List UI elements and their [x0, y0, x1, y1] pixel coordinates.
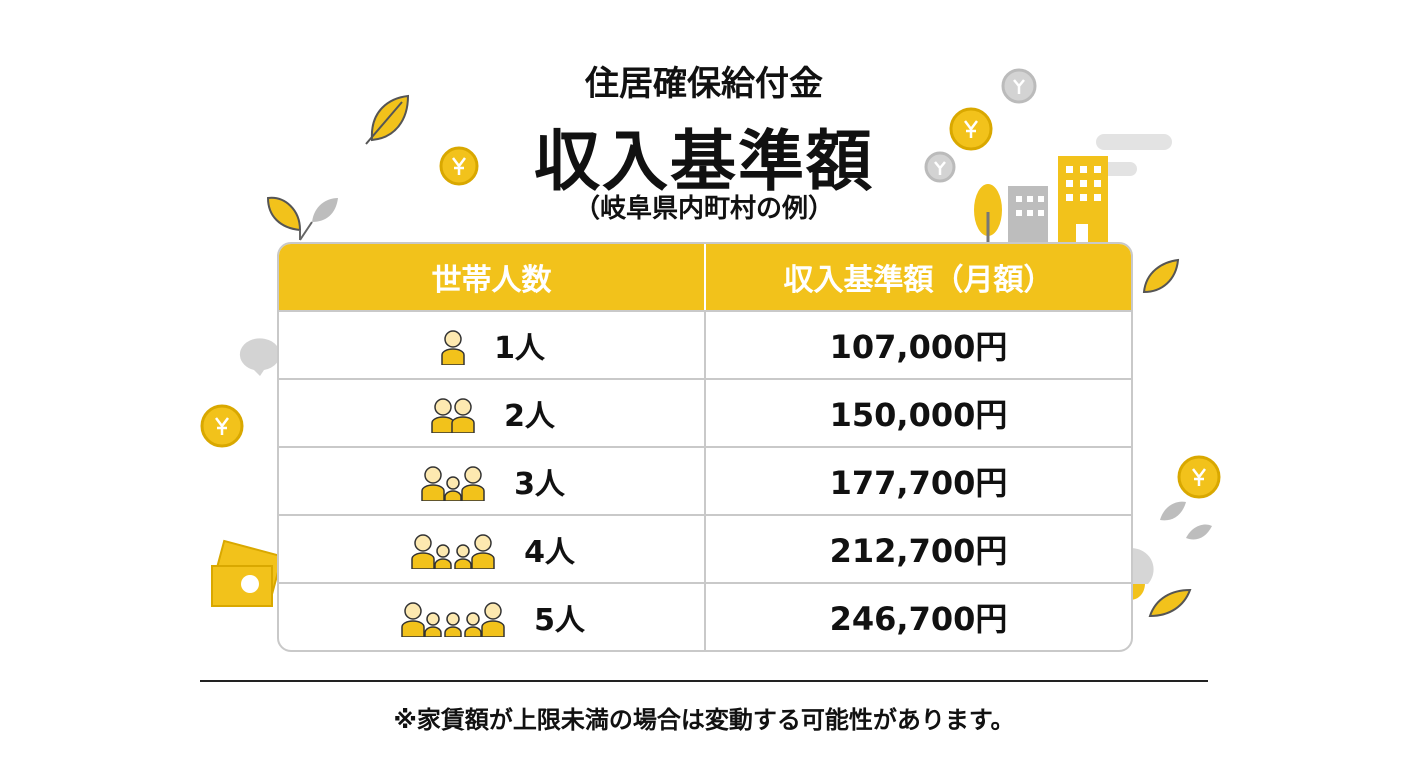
income-amount: 150,000円	[704, 380, 1131, 446]
subtitle: （岐阜県内町村の例）	[573, 194, 834, 224]
household: 5人	[398, 595, 585, 639]
buildings	[974, 134, 1172, 242]
table-row: 1人 107,000円	[279, 310, 1131, 378]
household-cell: 4人	[279, 516, 704, 582]
income-amount: 107,000円	[704, 312, 1131, 378]
household-size: 3人	[514, 467, 565, 502]
header-row: 世帯人数 収入基準額（月額）	[279, 244, 1131, 310]
people-icon	[441, 330, 465, 365]
household: 2人	[428, 391, 555, 435]
footnote: ※家賃額が上限未満の場合は変動する可能性があります。	[393, 706, 1015, 734]
header-cell: 収入基準額（月額）	[704, 244, 1131, 310]
people-icon	[421, 466, 485, 501]
household-cell: 3人	[279, 448, 704, 514]
people-icon	[431, 398, 475, 433]
household: 4人	[408, 527, 575, 571]
table-row: 5人 246,700円	[279, 582, 1131, 650]
household-cell: 1人	[279, 312, 704, 378]
household: 1人	[438, 323, 545, 367]
household-size: 5人	[534, 603, 585, 638]
household-size: 1人	[494, 331, 545, 366]
table-row: 2人 150,000円	[279, 378, 1131, 446]
coins	[200, 68, 1221, 499]
people-icon	[401, 602, 505, 637]
household-size: 2人	[504, 399, 555, 434]
income-amount: 246,700円	[704, 584, 1131, 650]
people-icon	[411, 534, 495, 569]
household-cell: 2人	[279, 380, 704, 446]
header-cell: 世帯人数	[431, 263, 552, 298]
main-title: 収入基準額	[534, 123, 874, 200]
table: 世帯人数 収入基準額（月額） 1人 107,000円 2人 150,000円 3人 177,7…	[277, 242, 1133, 652]
title: 住居確保給付金	[585, 64, 823, 104]
divider	[200, 680, 1208, 682]
table-row: 3人 177,700円	[279, 446, 1131, 514]
money	[211, 338, 284, 607]
household: 3人	[418, 459, 565, 503]
income-amount: 177,700円	[704, 448, 1131, 514]
household-size: 4人	[524, 535, 575, 570]
leaves	[266, 94, 1212, 618]
income-amount: 212,700円	[704, 516, 1131, 582]
household-cell: 5人	[279, 584, 704, 650]
table-row: 4人 212,700円	[279, 514, 1131, 582]
